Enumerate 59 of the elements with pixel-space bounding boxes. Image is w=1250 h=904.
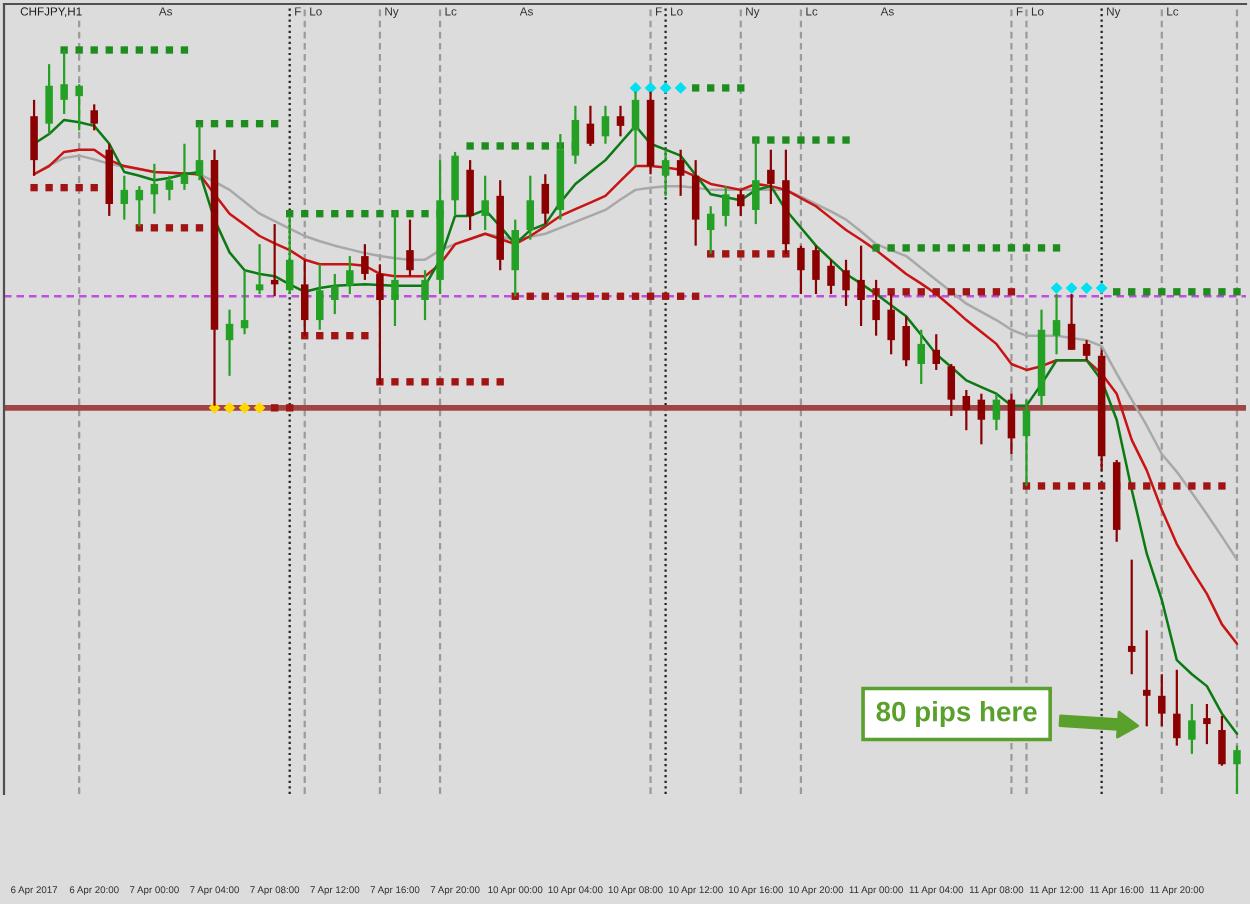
candlestick xyxy=(466,159,474,232)
candlestick xyxy=(721,185,730,228)
candlestick xyxy=(992,392,1001,432)
candlestick xyxy=(767,148,775,206)
candlestick xyxy=(676,148,685,197)
candlestick xyxy=(451,150,459,218)
candlestick xyxy=(586,104,595,148)
candlestick xyxy=(661,148,670,197)
candlestick xyxy=(1143,629,1151,728)
candlestick xyxy=(1158,673,1166,728)
candlestick xyxy=(150,162,159,215)
candlestick xyxy=(75,83,83,132)
candlestick xyxy=(977,392,986,446)
candlestick xyxy=(120,174,129,221)
candlestick xyxy=(421,269,429,322)
candlestick xyxy=(1218,714,1226,767)
candlestick xyxy=(406,218,414,278)
candlestick xyxy=(541,173,550,226)
candlestick xyxy=(361,243,369,282)
candlestick xyxy=(962,388,971,432)
candlestick xyxy=(300,258,309,337)
candlestick xyxy=(180,142,189,191)
candlestick xyxy=(827,258,835,296)
candlestick xyxy=(1127,558,1136,676)
candlestick xyxy=(255,243,264,296)
candlestick xyxy=(165,174,174,202)
candlestick xyxy=(691,159,700,247)
candlestick xyxy=(601,104,610,145)
candlestick xyxy=(331,272,339,316)
candlestick xyxy=(932,333,941,372)
candlestick xyxy=(346,254,354,296)
candlestick xyxy=(947,362,956,418)
candlestick xyxy=(135,185,144,228)
candlestick xyxy=(812,244,820,296)
candlestick xyxy=(45,63,53,136)
candlestick xyxy=(240,269,249,336)
candlestick xyxy=(917,328,925,386)
candlestick xyxy=(285,214,294,296)
candlestick xyxy=(60,48,68,116)
candlestick xyxy=(737,188,745,218)
candlestick xyxy=(902,315,910,368)
candlestick xyxy=(30,98,38,177)
candlestick xyxy=(706,205,715,255)
candlestick xyxy=(1007,392,1016,456)
candlestick xyxy=(1082,339,1091,362)
candlestick xyxy=(1188,702,1196,755)
annotation: 80 pips here xyxy=(876,701,1037,727)
candlestick xyxy=(842,258,850,308)
candlestick xyxy=(90,103,98,132)
candlestick xyxy=(316,263,324,331)
candlestick xyxy=(1173,668,1181,747)
candlestick xyxy=(526,174,535,241)
candlestick xyxy=(887,292,895,356)
candlestick xyxy=(481,174,489,232)
candlestick xyxy=(1233,744,1241,794)
candlestick xyxy=(225,308,234,377)
candlestick xyxy=(1203,702,1211,746)
candlestick xyxy=(616,104,625,138)
candlestick xyxy=(797,244,805,296)
